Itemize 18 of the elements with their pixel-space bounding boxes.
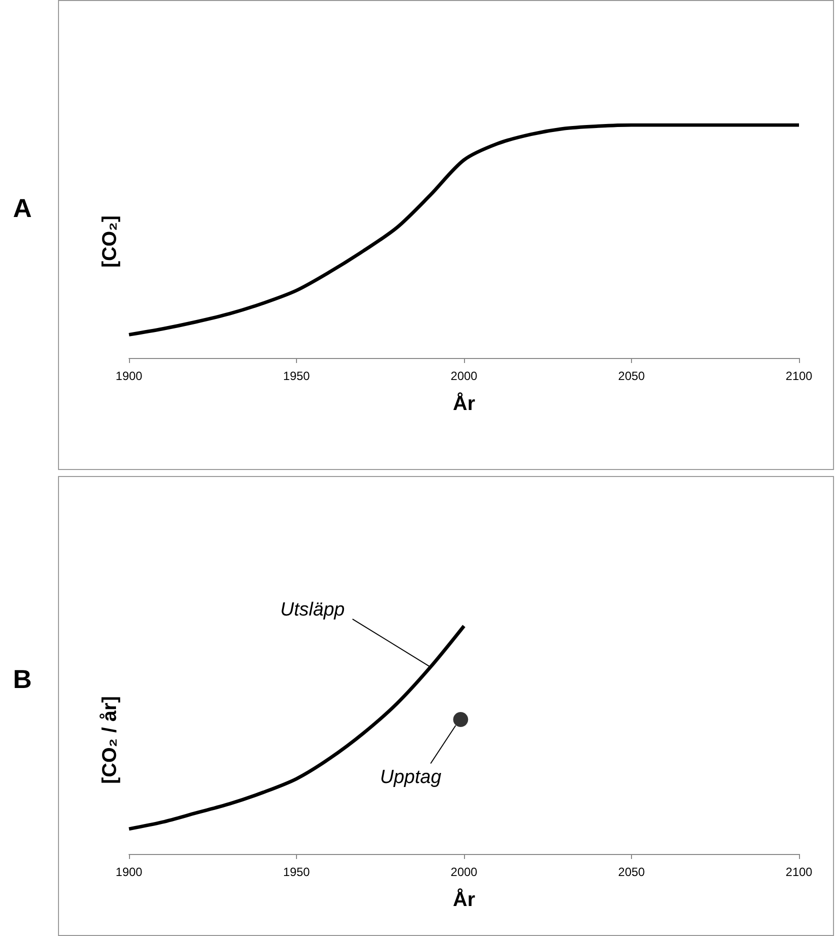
x-tick-label: 1950 xyxy=(283,369,310,383)
y-axis-title: [CO₂ / år] xyxy=(99,696,121,784)
x-tick-label: 2050 xyxy=(618,865,646,879)
y-axis-title: [CO₂] xyxy=(99,215,121,268)
x-tick-label: 1900 xyxy=(116,865,143,879)
x-tick-label: 2100 xyxy=(786,865,813,879)
x-tick-label: 2000 xyxy=(450,369,478,383)
x-tick-label: 1900 xyxy=(116,369,143,383)
text: A xyxy=(13,193,32,223)
x-axis-title: År xyxy=(452,888,476,911)
text: B xyxy=(13,664,32,694)
x-tick-label: 2050 xyxy=(618,369,646,383)
x-axis-title: År xyxy=(452,392,476,415)
text: Utsläpp xyxy=(280,600,345,621)
x-tick-label: 1950 xyxy=(283,865,310,879)
x-tick-label: 2000 xyxy=(450,865,478,879)
legend-label: Upptag xyxy=(380,766,442,788)
x-tick-label: 2100 xyxy=(786,369,813,383)
